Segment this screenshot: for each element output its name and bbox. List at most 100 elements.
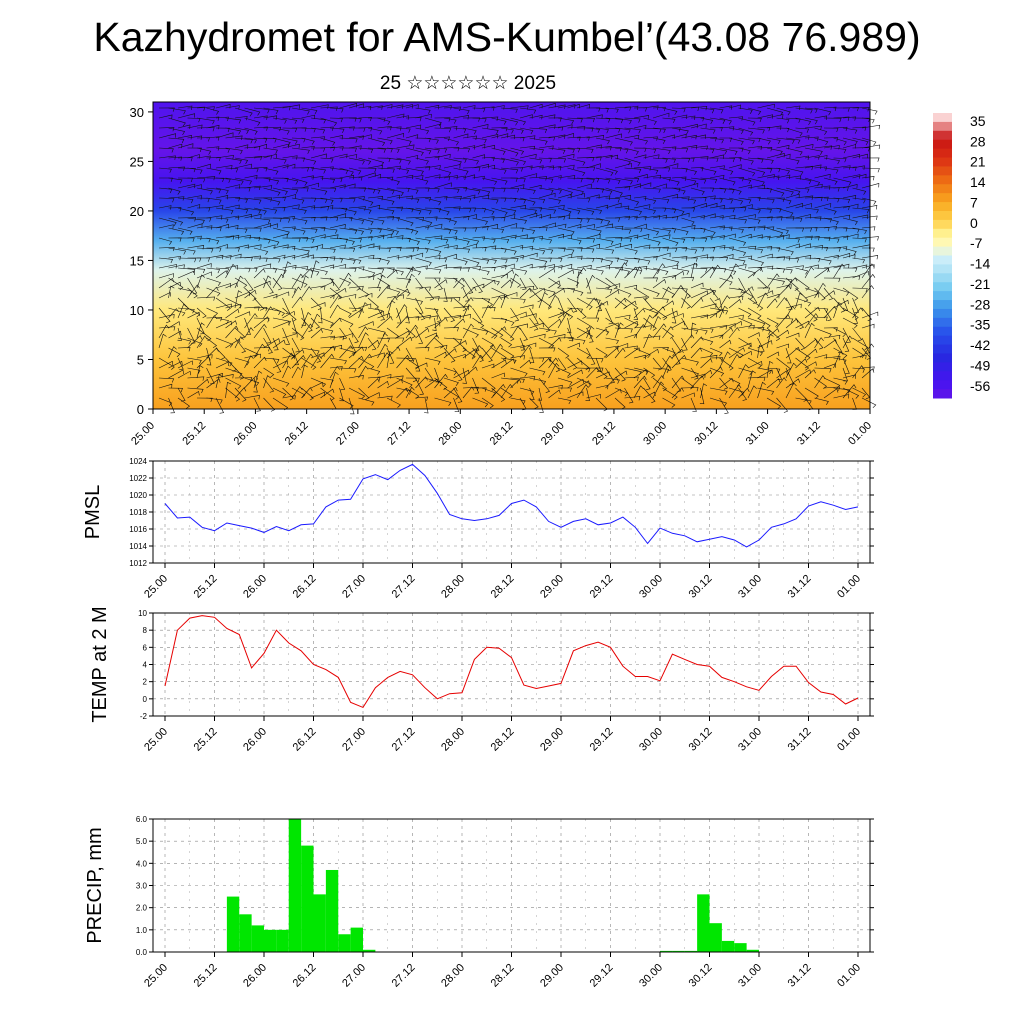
- x-tick-label: 29.12: [590, 420, 618, 448]
- wind-barb: [576, 147, 594, 154]
- wind-barb: [339, 377, 346, 391]
- wind-barb: [567, 136, 581, 141]
- wind-barb: [424, 267, 442, 274]
- wind-barb: [206, 286, 219, 299]
- wind-barb: [443, 157, 462, 166]
- colorbar-swatch: [933, 335, 952, 346]
- wind-barb: [225, 308, 240, 319]
- wind-barb: [548, 389, 561, 399]
- wind-barb: [510, 377, 525, 384]
- wind-barb: [500, 327, 515, 342]
- wind-barb: [339, 197, 356, 203]
- wind-barb: [434, 117, 451, 122]
- wind-barb: [852, 165, 865, 170]
- wind-barb: [690, 347, 703, 359]
- wind-barb: [700, 290, 715, 299]
- wind-barb: [415, 147, 432, 155]
- wind-barb: [500, 214, 516, 219]
- wind-barb: [681, 157, 695, 163]
- x-tick-label: 31.12: [786, 726, 814, 754]
- wind-barb: [196, 354, 213, 359]
- wind-barb: [557, 307, 574, 320]
- wind-barb: [510, 205, 527, 210]
- wind-barb: [339, 137, 358, 143]
- wind-barb: [833, 327, 847, 338]
- wind-barb: [339, 327, 348, 340]
- wind-barb: [614, 314, 631, 320]
- wind-barb: [177, 360, 194, 369]
- wind-barb: [690, 373, 706, 379]
- wind-barb: [624, 267, 643, 275]
- wind-barb: [453, 147, 471, 153]
- wind-barb: [823, 127, 839, 133]
- wind-barb: [567, 297, 578, 313]
- wind-barb: [244, 167, 259, 173]
- wind-barb: [728, 227, 744, 234]
- wind-barb: [804, 322, 815, 339]
- wind-barb: [215, 177, 231, 183]
- wind-barb: [453, 367, 463, 382]
- precip-bar: [276, 929, 289, 952]
- wind-barb: [367, 310, 385, 319]
- wind-barb: [358, 365, 369, 379]
- wind-barb: [253, 167, 268, 172]
- x-tick-label: 26.00: [232, 420, 260, 448]
- wind-barb: [415, 113, 432, 119]
- wind-barb: [187, 184, 202, 189]
- wind-barb: [690, 327, 708, 335]
- wind-barb: [244, 317, 251, 335]
- wind-barb: [652, 197, 670, 204]
- wind-barb: [595, 204, 609, 210]
- wind-barb: [348, 346, 364, 359]
- wind-barb: [586, 347, 596, 365]
- wind-barb: [396, 387, 408, 399]
- wind-barb: [662, 347, 676, 357]
- wind-barb: [671, 176, 687, 181]
- wind-barb: [624, 117, 641, 123]
- wind-barb: [548, 265, 563, 270]
- wind-barb: [282, 395, 296, 400]
- x-tick-label: 26.00: [241, 726, 269, 754]
- wind-barb: [738, 387, 750, 399]
- wind-barb: [671, 256, 688, 261]
- wind-barb: [225, 105, 240, 110]
- wind-barb: [576, 271, 583, 289]
- colorbar-swatch: [933, 219, 952, 230]
- wind-barb: [358, 303, 372, 309]
- x-tick-label: 30.12: [687, 573, 715, 601]
- wind-barb: [215, 361, 229, 369]
- wind-barb: [671, 147, 689, 153]
- wind-barb: [538, 165, 555, 170]
- colorbar: [933, 113, 952, 399]
- wind-barb: [168, 321, 181, 329]
- wind-barb: [842, 357, 850, 374]
- wind-barb: [434, 167, 452, 176]
- wind-barb: [586, 207, 603, 215]
- wind-barb: [662, 187, 681, 193]
- wind-barb: [158, 217, 177, 227]
- wind-barb: [472, 124, 489, 129]
- wind-barb: [738, 387, 747, 401]
- wind-barb: [405, 134, 419, 139]
- wind-barb: [861, 215, 878, 220]
- wind-barb: [158, 107, 175, 112]
- wind-barb: [386, 300, 396, 319]
- wind-barb: [785, 346, 801, 359]
- wind-barb: [415, 277, 424, 290]
- wind-barb: [443, 287, 448, 302]
- wind-barb: [187, 391, 200, 399]
- wind-barb: [291, 247, 310, 255]
- wind-barb: [842, 387, 860, 399]
- wind-barb: [367, 173, 382, 179]
- wind-barb: [510, 355, 525, 360]
- wind-barb: [168, 247, 187, 255]
- wind-barb: [320, 106, 338, 111]
- wind-barb: [500, 234, 517, 240]
- y-tick-label: 10: [130, 303, 144, 318]
- wind-barb: [168, 187, 181, 195]
- wind-barb: [728, 320, 743, 329]
- precip-bar: [350, 927, 363, 952]
- wind-barb: [804, 257, 821, 263]
- wind-barb: [234, 197, 248, 204]
- wind-barb: [453, 314, 471, 319]
